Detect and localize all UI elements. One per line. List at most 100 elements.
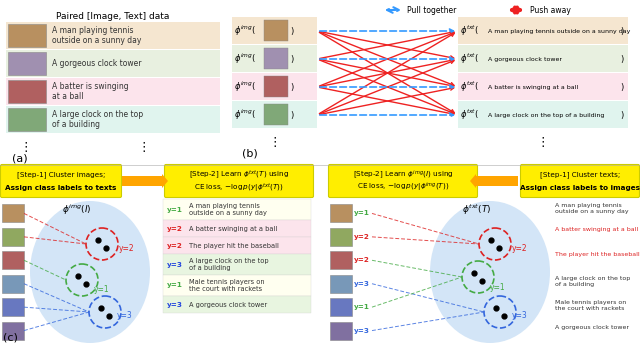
Text: $\phi^{txt}($: $\phi^{txt}($	[460, 108, 479, 122]
Text: ): )	[621, 54, 624, 64]
Bar	[330, 228, 352, 246]
Text: (b): (b)	[242, 148, 258, 158]
Text: $\phi^{img}($: $\phi^{img}($	[234, 80, 256, 94]
Text: A large clock on the top
of a building: A large clock on the top of a building	[189, 258, 269, 271]
Text: ): )	[621, 26, 624, 35]
Bar	[6, 22, 220, 49]
Bar	[330, 322, 352, 340]
Text: Male tennis players on
the court with rackets: Male tennis players on the court with ra…	[189, 279, 264, 292]
FancyBboxPatch shape	[164, 164, 314, 197]
Text: y=1: y=1	[167, 282, 183, 288]
Text: y=2: y=2	[512, 244, 527, 253]
Bar	[264, 76, 288, 97]
FancyBboxPatch shape	[1, 164, 122, 197]
Bar	[163, 275, 311, 296]
Text: [Step-2] Learn $\phi^{txt}(T)$ using: [Step-2] Learn $\phi^{txt}(T)$ using	[189, 168, 289, 181]
Text: y=2: y=2	[354, 257, 370, 263]
Bar	[163, 296, 311, 313]
Text: y=3: y=3	[117, 312, 132, 321]
Text: A man playing tennis
outside on a sunny day: A man playing tennis outside on a sunny …	[189, 203, 267, 216]
Bar	[264, 48, 288, 69]
Text: A large clock on the top
of a building: A large clock on the top of a building	[555, 276, 630, 287]
Text: A man playing tennis
outside on a sunny day: A man playing tennis outside on a sunny …	[555, 203, 628, 214]
Text: ): )	[290, 26, 293, 35]
Bar	[330, 204, 352, 222]
Text: ): )	[290, 83, 293, 92]
Text: ⋮: ⋮	[138, 141, 150, 154]
Bar	[232, 45, 317, 72]
Bar	[458, 101, 628, 128]
Bar	[232, 101, 317, 128]
Text: Pull together: Pull together	[407, 6, 456, 15]
Text: y=3: y=3	[512, 312, 528, 321]
Text: The player hit the baseball: The player hit the baseball	[555, 252, 639, 257]
Text: $\phi^{img}($: $\phi^{img}($	[234, 108, 256, 122]
Text: A batter is swinging at a ball: A batter is swinging at a ball	[488, 85, 578, 90]
Bar	[8, 52, 46, 75]
Text: (a): (a)	[12, 153, 28, 163]
Bar	[2, 228, 24, 246]
Bar	[2, 322, 24, 340]
FancyBboxPatch shape	[328, 164, 477, 197]
Bar	[232, 73, 317, 100]
Text: ): )	[290, 110, 293, 119]
Text: ): )	[621, 83, 624, 92]
Text: $\phi^{txt}($: $\phi^{txt}($	[460, 80, 479, 94]
Bar	[330, 298, 352, 316]
Bar	[8, 108, 46, 131]
Bar	[163, 199, 311, 220]
Text: $\phi^{txt}($: $\phi^{txt}($	[460, 52, 479, 66]
Text: y=2: y=2	[119, 244, 134, 253]
Bar	[264, 104, 288, 125]
Text: ⋮: ⋮	[268, 136, 281, 149]
Text: A batter is swinging
at a ball: A batter is swinging at a ball	[52, 82, 129, 101]
Bar	[163, 220, 311, 237]
Text: A gorgeous clock tower: A gorgeous clock tower	[52, 59, 141, 68]
Text: $\phi^{img}(I)$: $\phi^{img}(I)$	[62, 203, 92, 218]
Bar	[232, 17, 317, 44]
Text: ): )	[621, 110, 624, 119]
Text: y=1: y=1	[167, 206, 183, 212]
Bar	[8, 80, 46, 103]
Text: Push away: Push away	[530, 6, 571, 15]
Text: y=2: y=2	[167, 243, 183, 248]
Bar	[2, 298, 24, 316]
Text: y=3: y=3	[167, 302, 183, 307]
Ellipse shape	[430, 201, 550, 343]
Text: Paired [Image, Text] data: Paired [Image, Text] data	[56, 12, 170, 21]
Text: Male tennis players on
the court with rackets: Male tennis players on the court with ra…	[555, 301, 627, 311]
Text: [Step-1] Cluster images;: [Step-1] Cluster images;	[17, 172, 105, 178]
Text: y=1: y=1	[490, 282, 506, 291]
FancyArrow shape	[470, 174, 518, 188]
Bar	[2, 251, 24, 269]
Text: ⋮: ⋮	[20, 141, 32, 154]
Text: A large clock on the top of a building: A large clock on the top of a building	[488, 112, 604, 118]
Text: y=1: y=1	[354, 210, 370, 217]
Text: A gorgeous clock tower: A gorgeous clock tower	[555, 325, 629, 330]
Text: $\phi^{txt}($: $\phi^{txt}($	[460, 24, 479, 38]
Bar	[163, 237, 311, 254]
Bar	[2, 275, 24, 293]
Bar	[264, 20, 288, 41]
Text: y=3: y=3	[354, 328, 370, 333]
Bar	[6, 78, 220, 105]
Text: Assign class labels to texts: Assign class labels to texts	[5, 185, 116, 191]
Bar	[6, 50, 220, 77]
Bar	[458, 45, 628, 72]
Bar	[8, 24, 46, 47]
Text: CE loss, $-\log p(y|\phi^{txt}(T))$: CE loss, $-\log p(y|\phi^{txt}(T))$	[194, 181, 284, 194]
Text: y=3: y=3	[167, 262, 183, 268]
Bar	[330, 275, 352, 293]
Text: y=1: y=1	[354, 304, 370, 310]
Text: A large clock on the top
of a building: A large clock on the top of a building	[52, 110, 143, 129]
Text: [Step-2] Learn $\phi^{img}(I)$ using: [Step-2] Learn $\phi^{img}(I)$ using	[353, 168, 453, 181]
Text: ): )	[290, 54, 293, 64]
FancyArrow shape	[122, 174, 168, 188]
Bar	[458, 73, 628, 100]
Bar	[330, 251, 352, 269]
FancyBboxPatch shape	[520, 164, 639, 197]
Text: $\phi^{img}($: $\phi^{img}($	[234, 52, 256, 66]
Ellipse shape	[30, 201, 150, 343]
Text: A gorgeous clock tower: A gorgeous clock tower	[189, 302, 267, 307]
Text: A man playing tennis
outside on a sunny day: A man playing tennis outside on a sunny …	[52, 26, 141, 45]
